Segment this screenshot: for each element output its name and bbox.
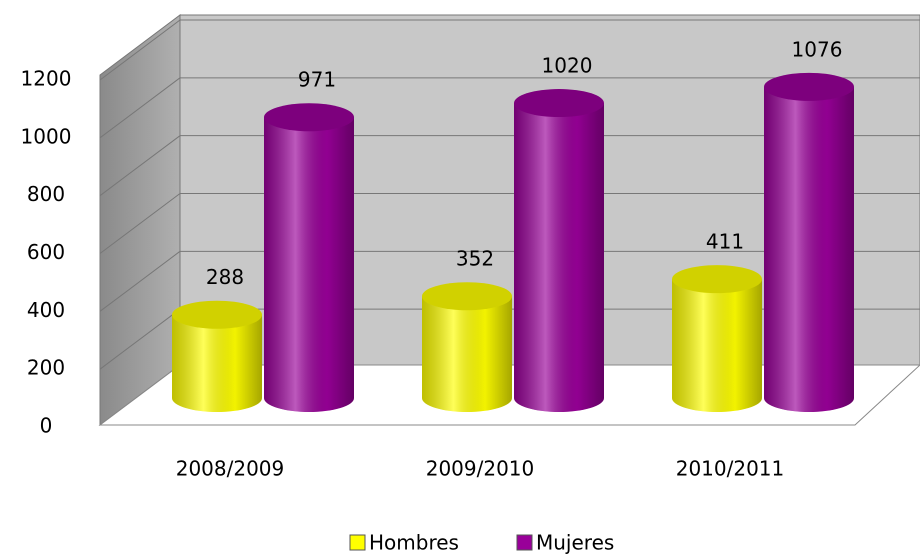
x-tick-label: 2008/2009 [176, 457, 285, 481]
cylinder-top-shade [764, 72, 854, 101]
side-wall [99, 14, 181, 426]
cylinder-shade [264, 117, 354, 412]
y-tick-label: 200 [27, 356, 65, 380]
grid-line [99, 250, 181, 312]
cylinder-top-shade [514, 89, 604, 118]
cylinder-top-shade [172, 300, 262, 329]
x-tick-label: 2010/2011 [676, 457, 785, 481]
grid-line [99, 135, 181, 197]
value-label: 288 [206, 265, 244, 289]
value-label: 1020 [542, 54, 593, 78]
y-tick-label: 400 [27, 298, 65, 322]
value-label: 971 [298, 68, 336, 92]
y-tick-label: 1000 [21, 124, 72, 148]
cylinder-top [264, 103, 354, 132]
cylinder-top [422, 282, 512, 311]
y-tick-label: 800 [27, 182, 65, 206]
x-tick-label: 2009/2010 [426, 457, 535, 481]
cylinder-top [764, 72, 854, 101]
cylinder-shade [764, 86, 854, 413]
cylinder-shade [672, 279, 762, 412]
cylinder-top-shade [672, 265, 762, 294]
cylinder-top-shade [422, 282, 512, 311]
cylinder-top [172, 300, 262, 329]
legend-swatch [349, 534, 366, 551]
legend-swatch [516, 534, 533, 551]
cylinder-top [514, 89, 604, 118]
grid-line [99, 77, 181, 139]
grid-line [99, 308, 181, 370]
value-label: 411 [706, 230, 744, 254]
y-tick-label: 1200 [21, 67, 72, 91]
value-label: 1076 [792, 37, 843, 61]
legend-label: Hombres [369, 531, 459, 555]
value-label: 352 [456, 247, 494, 271]
grid-line [99, 193, 181, 254]
y-tick-label: 0 [40, 414, 53, 438]
y-tick-label: 600 [27, 240, 65, 264]
cylinder-shade [172, 314, 262, 412]
cylinder-top [672, 265, 762, 294]
legend-label: Mujeres [536, 531, 614, 555]
cylinder-shade [422, 296, 512, 412]
cylinder-top-shade [264, 103, 354, 132]
cylinder-shade [514, 103, 604, 413]
grid-line [99, 19, 181, 81]
